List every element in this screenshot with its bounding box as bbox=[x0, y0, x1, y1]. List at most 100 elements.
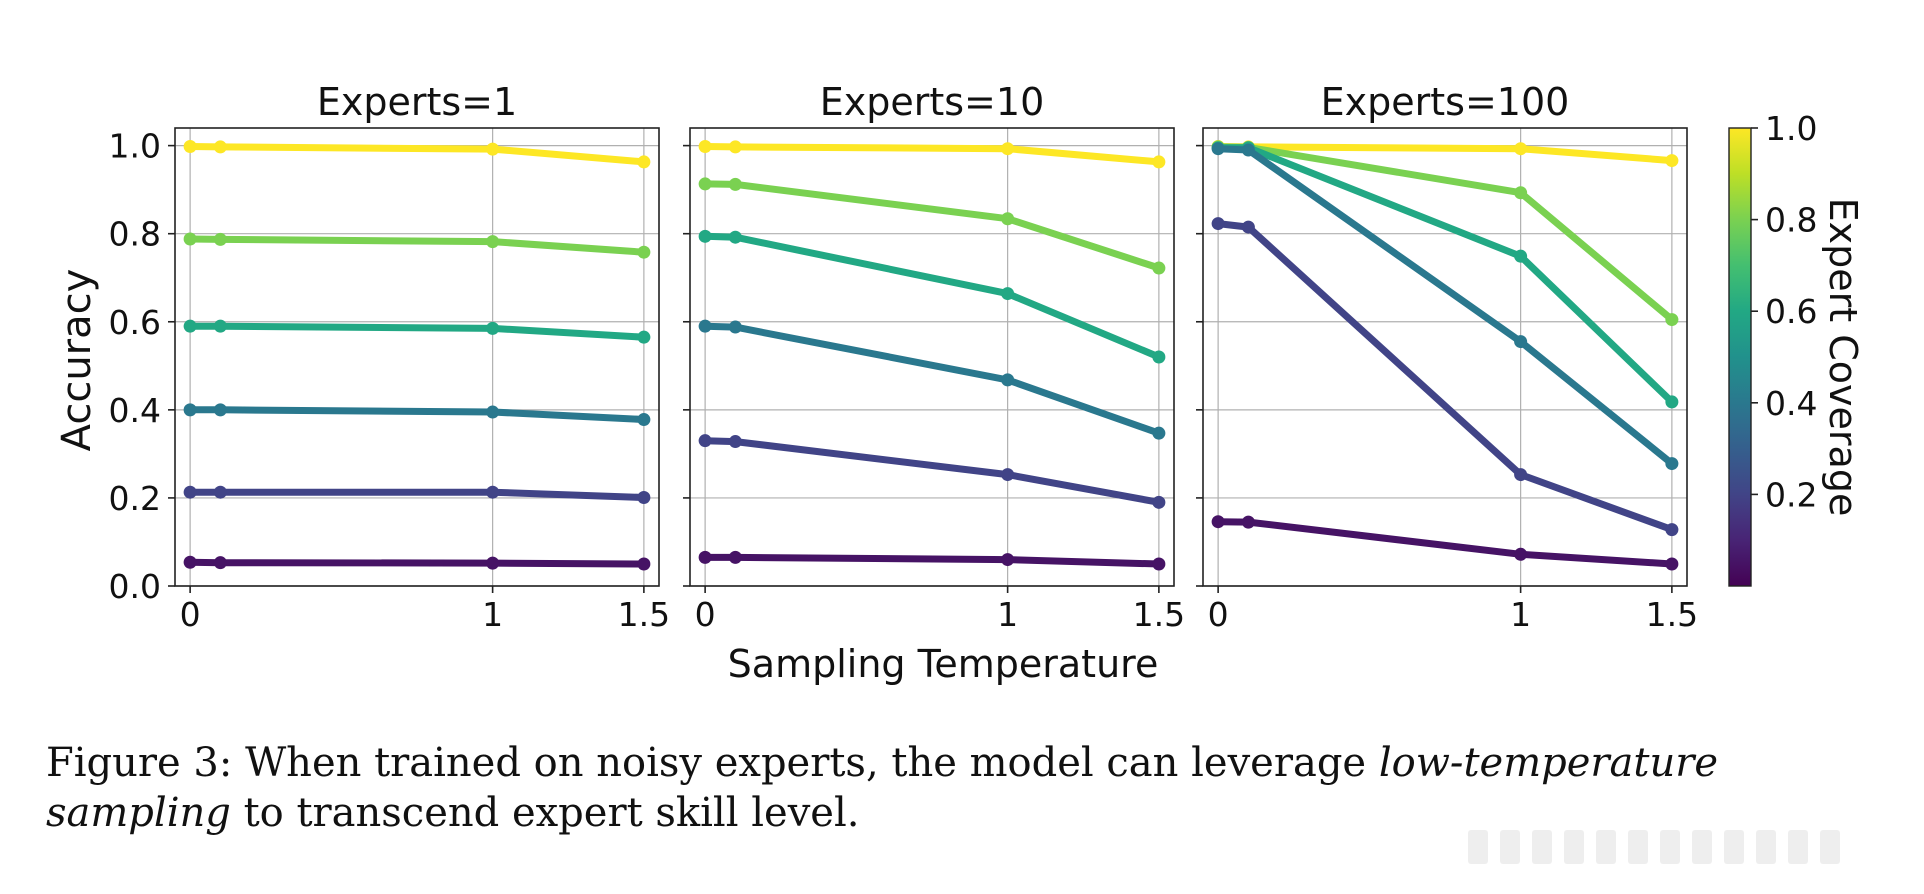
caption-suffix: to transcend expert skill level. bbox=[230, 790, 860, 836]
data-point bbox=[1211, 515, 1225, 529]
data-point bbox=[1514, 547, 1528, 561]
y-tick-label: 0.2 bbox=[109, 479, 161, 518]
y-tick-label: 0.4 bbox=[109, 391, 161, 430]
series-line bbox=[186, 488, 648, 501]
data-point bbox=[728, 550, 742, 564]
x-tick-label: 0 bbox=[1208, 595, 1229, 634]
x-tick-label: 0 bbox=[180, 595, 201, 634]
data-point bbox=[213, 403, 227, 417]
y-tick-label: 1.0 bbox=[109, 127, 161, 166]
data-point bbox=[698, 434, 712, 448]
caption-prefix: Figure 3: When trained on noisy experts,… bbox=[46, 740, 1379, 786]
data-point bbox=[637, 155, 651, 169]
data-point bbox=[183, 485, 197, 499]
data-point bbox=[728, 435, 742, 449]
x-tick-label: 1.5 bbox=[618, 595, 670, 634]
data-point bbox=[698, 550, 712, 564]
y-tick-label: 0.8 bbox=[109, 215, 161, 254]
series-line bbox=[701, 437, 1163, 506]
data-point bbox=[1514, 186, 1528, 200]
data-point bbox=[698, 229, 712, 243]
data-point bbox=[486, 235, 500, 249]
series-line bbox=[701, 180, 1163, 272]
colorbar-label: Expert Coverage bbox=[1821, 198, 1865, 517]
series-line bbox=[186, 143, 648, 166]
data-point bbox=[637, 330, 651, 344]
y-tick-label: 0.6 bbox=[109, 303, 161, 342]
series-line bbox=[701, 232, 1163, 361]
panel-title: Experts=100 bbox=[1321, 80, 1570, 124]
data-point bbox=[213, 556, 227, 570]
colorbar: 0.2 0.4 0.6 0.8 1.0 Expert Coverage bbox=[1728, 109, 1865, 587]
data-point bbox=[1665, 457, 1679, 471]
colorbar-tick-label: 0.8 bbox=[1765, 201, 1817, 240]
data-point bbox=[698, 177, 712, 191]
data-point bbox=[698, 139, 712, 153]
data-point bbox=[1514, 335, 1528, 349]
data-point bbox=[183, 232, 197, 246]
data-point bbox=[486, 321, 500, 335]
series-line bbox=[701, 322, 1163, 437]
data-point bbox=[1211, 142, 1225, 156]
data-point bbox=[1001, 212, 1015, 226]
data-point bbox=[486, 556, 500, 570]
x-tick-label: 1 bbox=[1510, 595, 1531, 634]
data-point bbox=[1001, 468, 1015, 482]
data-point bbox=[213, 140, 227, 154]
data-point bbox=[1514, 249, 1528, 263]
watermark bbox=[1468, 830, 1840, 870]
y-axis-label: Accuracy bbox=[54, 269, 100, 452]
series-line bbox=[186, 406, 648, 423]
x-axis-label: Sampling Temperature bbox=[728, 642, 1159, 686]
data-point bbox=[1665, 395, 1679, 409]
data-point bbox=[1152, 426, 1166, 440]
data-point bbox=[1514, 142, 1528, 156]
data-point bbox=[1001, 373, 1015, 387]
data-point bbox=[1665, 523, 1679, 537]
series-line bbox=[1214, 518, 1676, 568]
panel-title: Experts=10 bbox=[820, 80, 1045, 124]
data-point bbox=[213, 232, 227, 246]
colorbar-gradient bbox=[1728, 127, 1752, 587]
data-point bbox=[1211, 217, 1225, 231]
data-point bbox=[1152, 155, 1166, 169]
data-point bbox=[183, 403, 197, 417]
data-point bbox=[486, 485, 500, 499]
data-point bbox=[183, 319, 197, 333]
series-line bbox=[186, 558, 648, 568]
series-line bbox=[186, 322, 648, 341]
caption-emphasis: low-temperature sampling bbox=[46, 740, 1718, 836]
data-point bbox=[1241, 143, 1255, 157]
data-point bbox=[637, 413, 651, 427]
data-point bbox=[213, 319, 227, 333]
data-point bbox=[728, 320, 742, 334]
data-point bbox=[1152, 557, 1166, 571]
x-tick-label: 1.5 bbox=[1133, 595, 1185, 634]
data-point bbox=[1241, 515, 1255, 529]
y-tick-label: 0.0 bbox=[109, 567, 161, 606]
data-point bbox=[1152, 350, 1166, 364]
panel-2: 0 1 1.5 Experts=10 bbox=[683, 80, 1185, 634]
series-line bbox=[701, 553, 1163, 568]
data-point bbox=[486, 142, 500, 156]
data-point bbox=[1001, 287, 1015, 301]
series-line bbox=[701, 143, 1163, 166]
data-point bbox=[1152, 495, 1166, 509]
axes-frame bbox=[689, 127, 1175, 587]
data-point bbox=[637, 557, 651, 571]
data-point bbox=[1665, 557, 1679, 571]
data-point bbox=[183, 139, 197, 153]
data-point bbox=[1001, 553, 1015, 567]
x-tick-label: 1 bbox=[482, 595, 503, 634]
data-point bbox=[1241, 220, 1255, 234]
series-line bbox=[1214, 145, 1676, 468]
data-point bbox=[1665, 154, 1679, 168]
data-point bbox=[637, 245, 651, 259]
series-line bbox=[1214, 144, 1676, 406]
data-point bbox=[1152, 261, 1166, 275]
axes-frame bbox=[174, 127, 660, 587]
figure-caption: Figure 3: When trained on noisy experts,… bbox=[46, 738, 1886, 838]
axes-frame bbox=[1202, 127, 1688, 587]
x-tick-label: 1 bbox=[997, 595, 1018, 634]
